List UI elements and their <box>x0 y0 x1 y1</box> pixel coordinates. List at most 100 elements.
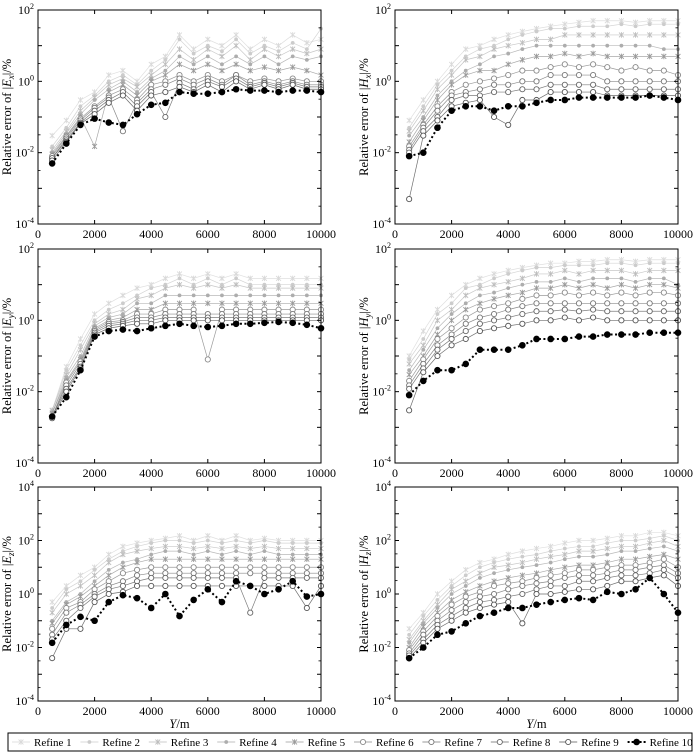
data-point <box>275 564 282 571</box>
data-point <box>476 599 483 606</box>
x-tick-label: 0 <box>35 704 41 718</box>
data-point <box>660 300 667 307</box>
data-point <box>233 532 239 539</box>
data-point <box>406 196 413 203</box>
data-point <box>519 620 526 627</box>
data-point <box>91 617 98 625</box>
data-point <box>603 588 611 596</box>
data-point <box>434 631 441 639</box>
x-tick-label: 0 <box>392 227 398 241</box>
series-refine-4 <box>50 54 323 155</box>
data-point <box>548 279 553 284</box>
data-point <box>603 331 611 338</box>
data-point <box>77 366 84 374</box>
data-point <box>618 308 625 315</box>
data-point <box>505 32 511 38</box>
data-point <box>176 46 183 52</box>
data-point <box>647 261 652 266</box>
data-point <box>405 391 413 399</box>
data-point <box>605 43 610 48</box>
data-point <box>406 407 413 414</box>
data-point <box>190 545 197 552</box>
data-point <box>218 574 225 581</box>
data-point <box>420 369 427 376</box>
data-point <box>91 593 98 600</box>
data-point <box>604 78 611 85</box>
data-point <box>218 564 225 571</box>
x-tick-label: 2000 <box>83 466 107 480</box>
data-point <box>476 86 483 93</box>
data-point <box>520 47 525 52</box>
data-point <box>261 556 268 562</box>
y-axis-title: Relative error of |Ez|/% <box>0 536 16 652</box>
series-refine-7 <box>49 570 325 638</box>
legend-marker <box>87 740 92 744</box>
data-point <box>176 543 183 550</box>
data-point <box>177 276 182 281</box>
series-refine-4 <box>407 544 680 645</box>
data-point <box>520 554 525 559</box>
data-point <box>490 590 498 598</box>
data-point <box>590 281 596 288</box>
data-point <box>618 281 625 288</box>
data-point <box>261 46 268 52</box>
data-point <box>50 606 55 610</box>
data-point <box>219 42 225 49</box>
data-point <box>149 552 154 557</box>
data-point <box>562 281 568 288</box>
data-point <box>646 300 653 307</box>
data-point <box>48 639 56 647</box>
data-point <box>303 593 311 600</box>
data-point <box>303 574 310 581</box>
y-tick-label: 100 <box>18 586 34 601</box>
data-point <box>420 132 427 139</box>
data-point <box>646 78 653 85</box>
data-point <box>275 585 282 593</box>
data-point <box>632 572 639 579</box>
data-point <box>561 61 568 68</box>
data-point <box>519 57 526 63</box>
data-point <box>576 32 582 38</box>
data-point <box>177 538 182 543</box>
x-tick-label: 8000 <box>252 704 276 718</box>
data-point <box>434 625 441 632</box>
data-point <box>547 96 554 104</box>
data-point <box>534 265 539 270</box>
data-point <box>490 311 498 318</box>
data-point <box>504 604 512 612</box>
data-point <box>561 582 568 589</box>
data-point <box>477 285 483 291</box>
data-point <box>477 53 483 60</box>
data-point <box>462 599 469 606</box>
data-point <box>463 54 468 59</box>
data-point <box>148 292 154 299</box>
data-point <box>262 538 267 543</box>
data-point <box>49 132 55 139</box>
data-point <box>618 300 625 307</box>
data-point <box>92 579 97 584</box>
data-point <box>492 571 496 576</box>
data-point <box>220 552 224 557</box>
x-tick-label: 10000 <box>663 704 693 718</box>
data-point <box>434 124 441 132</box>
data-point <box>661 53 667 60</box>
data-point <box>520 268 525 273</box>
data-point <box>148 582 155 589</box>
x-tick-label: 4000 <box>496 466 520 480</box>
series-line <box>408 20 678 121</box>
data-point <box>106 87 111 92</box>
data-point <box>661 22 666 27</box>
data-point <box>234 538 239 543</box>
data-point <box>646 308 653 315</box>
series-refine-2 <box>407 261 680 362</box>
data-point <box>261 64 268 70</box>
data-point <box>591 276 595 281</box>
data-point <box>120 67 126 74</box>
data-point <box>406 117 412 124</box>
legend-label: Refine 4 <box>239 737 277 749</box>
x-tick-label: 2000 <box>440 704 464 718</box>
data-point <box>547 572 554 579</box>
data-point <box>448 96 455 104</box>
data-point <box>548 560 553 565</box>
data-point <box>262 43 267 48</box>
